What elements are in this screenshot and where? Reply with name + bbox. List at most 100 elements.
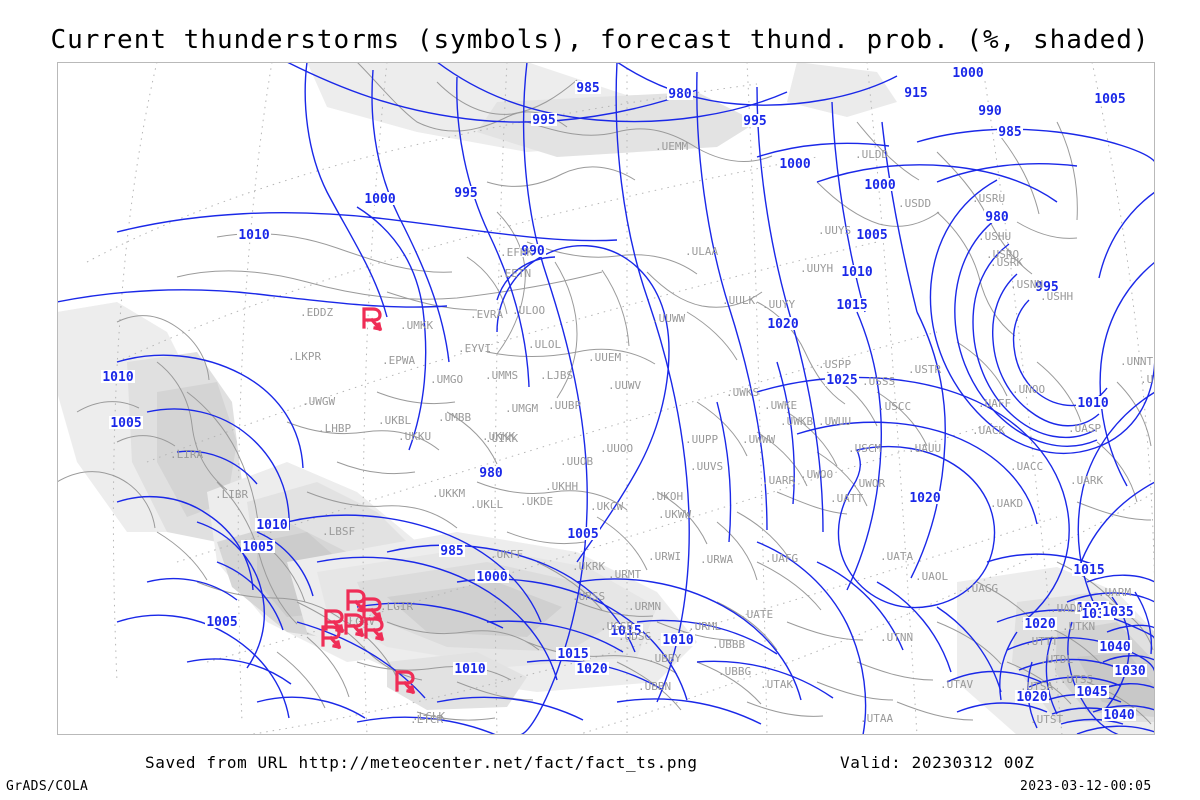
station-label: .UUYH [800,262,833,275]
isobar-label: 1000 [476,570,507,585]
isobar-label-halo [1093,92,1127,105]
isobar-label: 1010 [102,370,133,385]
isobar-label-halo [984,210,1010,223]
station-label: .UBBY [648,652,681,665]
isobar-label-halo [1072,563,1106,576]
station-label: .UWOO [800,468,833,481]
station-label: .UKDE [520,495,553,508]
isobar-label-halo [766,317,800,330]
isobar-label-halo [903,86,929,99]
isobar-label: 1040 [1099,640,1130,655]
station-label: .USDD [898,197,931,210]
station-label: .UTAA [860,712,893,725]
station-label: .UTSS [1060,673,1093,686]
station-label: .USRK [990,256,1023,269]
station-label: .UMBB [438,411,471,424]
thunderstorm-symbols-group [321,307,416,695]
isobar-label: 1005 [567,527,598,542]
isobar-label: 1015 [836,298,867,313]
weather-map-canvas[interactable]: 985 980 995 995 915 1000 1005 990 985 1000 1000 100… [57,62,1155,735]
station-label: .LCLK [412,710,445,723]
station-label: .UATE [740,608,773,621]
station-label: .UUWW [652,312,685,325]
isobar-label: 1015 [610,624,641,639]
isobar-label-halo [1098,640,1132,653]
station-label: .UWKE [764,399,797,412]
station-label: .UUBP [548,399,581,412]
station-label: .LKPR [288,350,321,363]
isobar-label-halo [835,298,869,311]
isobar-label-halo [840,265,874,278]
isobar-label: 1040 [1103,708,1134,723]
station-label: .UARK [1070,474,1103,487]
isobar-label: 1005 [1094,92,1125,107]
station-label: .UARR [762,474,795,487]
isobar-label: 1020 [1024,617,1055,632]
isobar-label: 1045 [1076,685,1107,700]
isobar-label: 1015 [1073,563,1104,578]
station-label: .UNBB [1140,373,1155,386]
isobar-label-halo [556,647,590,660]
station-label: .UAGG [965,582,998,595]
station-label: .UTDL [1040,653,1073,666]
isobar-label: 980 [479,466,503,481]
page-title: Current thunderstorms (symbols), forecas… [50,25,1150,55]
isobar-label: 995 [1035,280,1058,295]
station-label: .UAOL [915,570,948,583]
isobar-label: 915 [904,86,927,101]
station-label: .LIBR [215,488,248,501]
isobar-label: 1035 [1102,605,1133,620]
station-label: .UKHH [545,480,578,493]
timestamp-label: 2023-03-12-00:05 [1020,779,1152,794]
station-label: .UKCW [590,500,623,513]
isobar-label: 1005 [242,540,273,555]
isobar-label: 980 [985,210,1009,225]
thunderstorm-symbol [395,670,416,695]
station-label: .URWA [700,553,733,566]
station-label: .UWWW [742,433,775,446]
isobar-label: 1000 [952,66,983,81]
station-label: .UDSG [618,630,651,643]
station-label: .UUWV [608,379,641,392]
station-label: .UBBB [712,638,745,651]
isobar-label: 1000 [364,192,395,207]
station-labels-group: .EFHK .EETN .EVRA .EDDZ .UMKK .ULOO .EPWA .LKPR… [170,140,1155,726]
station-label: .UAKD [990,497,1023,510]
station-label: .UWOR [852,477,885,490]
isobar-label-halo [453,662,487,675]
isobar-label-halo [863,178,897,191]
isobar-label-halo [825,373,859,386]
isobar-label-halo [101,370,135,383]
isobar-label: 1020 [909,491,940,506]
isobar-label-halo [997,125,1023,138]
station-label: .URSS [572,590,605,603]
isobar-label: 1025 [826,373,857,388]
station-label: .LBSF [322,525,355,538]
station-label: .URML [688,620,721,633]
station-label: .UUPP [685,433,718,446]
station-label: .USRU [972,192,1005,205]
thunderstorm-symbol [321,625,342,650]
isobar-label-halo [531,113,557,126]
isobar-label: 985 [440,544,463,559]
isobar-label: 1020 [1016,690,1047,705]
isobar-label-halo [453,186,479,199]
isobar-labels-group: 985 980 995 995 915 1000 1005 990 985 1000 1000 100… [101,66,1147,723]
isobar-label-halo [478,466,504,479]
isobar-layer [57,62,1155,735]
station-label: .UARM [1098,586,1131,599]
station-label: .UATT [830,492,863,505]
isobar-label: 990 [521,244,545,259]
station-label: .UAFF [978,397,1011,410]
station-label: .USSS [862,375,895,388]
station-label: .UTAV [940,678,973,691]
isobar-label: 1010 [841,265,872,280]
station-label: .UTAK [760,678,793,691]
station-label: .UAFG [765,552,798,565]
station-label: .EPWA [382,354,415,367]
station-label: .UADD [1050,602,1083,615]
station-label: .UMKK [400,319,433,332]
station-label: .UUVS [690,460,723,473]
station-label: .EFHK [500,246,533,259]
isobar-label: 995 [532,113,555,128]
